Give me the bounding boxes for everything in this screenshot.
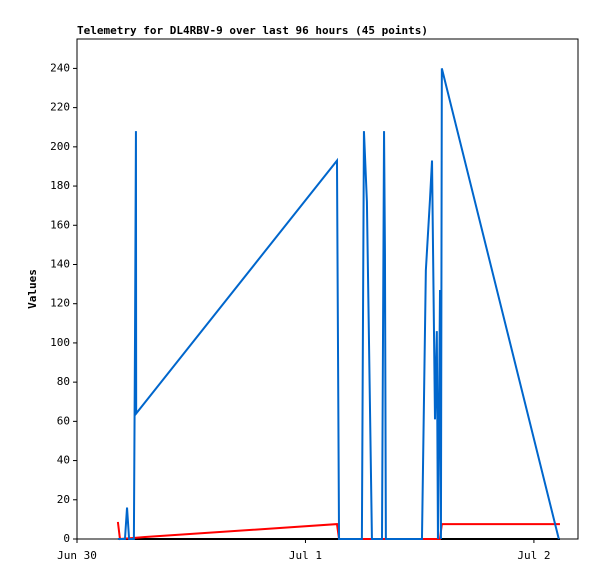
y-tick-label: 20 <box>57 493 70 506</box>
y-tick-label: 200 <box>50 140 70 153</box>
y-tick-label: 100 <box>50 336 70 349</box>
y-axis-label: Values <box>26 269 39 309</box>
chart-title: Telemetry for DL4RBV-9 over last 96 hour… <box>77 24 428 37</box>
y-tick-label: 220 <box>50 101 70 114</box>
plot-frame <box>76 38 579 540</box>
y-tick-label: 80 <box>57 375 70 388</box>
y-tick-label: 240 <box>50 61 70 74</box>
x-tick-label: Jul 1 <box>289 549 322 562</box>
y-tick-label: 40 <box>57 454 70 467</box>
y-tick-label: 0 <box>63 532 70 545</box>
x-tick-label: Jul 2 <box>517 549 550 562</box>
y-tick-label: 160 <box>50 218 70 231</box>
x-tick-label: Jun 30 <box>57 549 97 562</box>
y-tick-label: 120 <box>50 297 70 310</box>
y-tick-label: 60 <box>57 414 70 427</box>
y-tick-label: 180 <box>50 179 70 192</box>
series-line <box>117 68 560 540</box>
y-tick-label: 140 <box>50 257 70 270</box>
